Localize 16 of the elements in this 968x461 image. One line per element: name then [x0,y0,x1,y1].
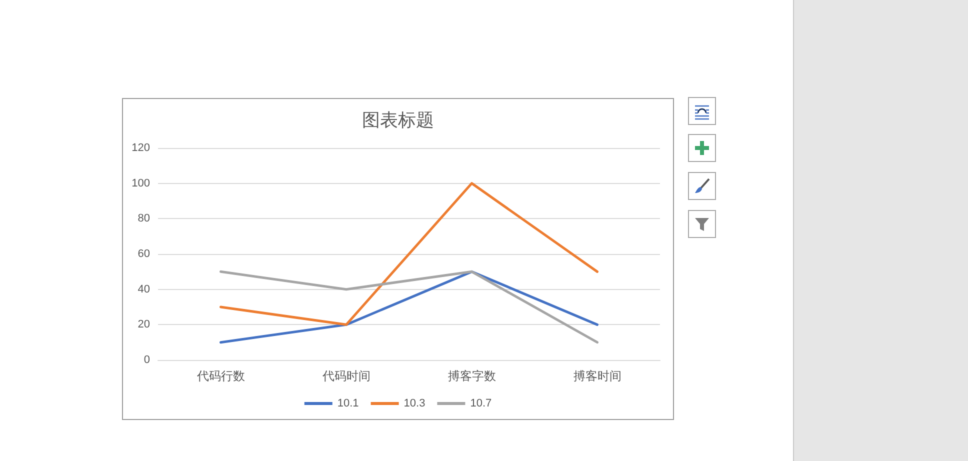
line-series [220,182,598,326]
legend-label: 10.7 [470,398,492,410]
y-tick-label: 20 [138,318,150,331]
y-tick-label: 40 [138,283,150,296]
x-tick-label: 代码行数 [196,369,245,383]
legend-label: 10.1 [337,398,359,410]
y-tick-label: 100 [132,177,150,190]
y-tick-label: 0 [144,354,150,366]
x-tick-label: 搏客字数 [448,369,496,383]
y-tick-label: 80 [138,212,150,225]
y-tick-label: 60 [138,248,150,260]
y-tick-label: 120 [132,142,150,154]
x-tick-label: 代码时间 [321,369,370,383]
legend-label: 10.3 [404,398,426,410]
chart-title: 图表标题 [362,110,434,130]
x-tick-label: 搏客时间 [573,369,622,383]
